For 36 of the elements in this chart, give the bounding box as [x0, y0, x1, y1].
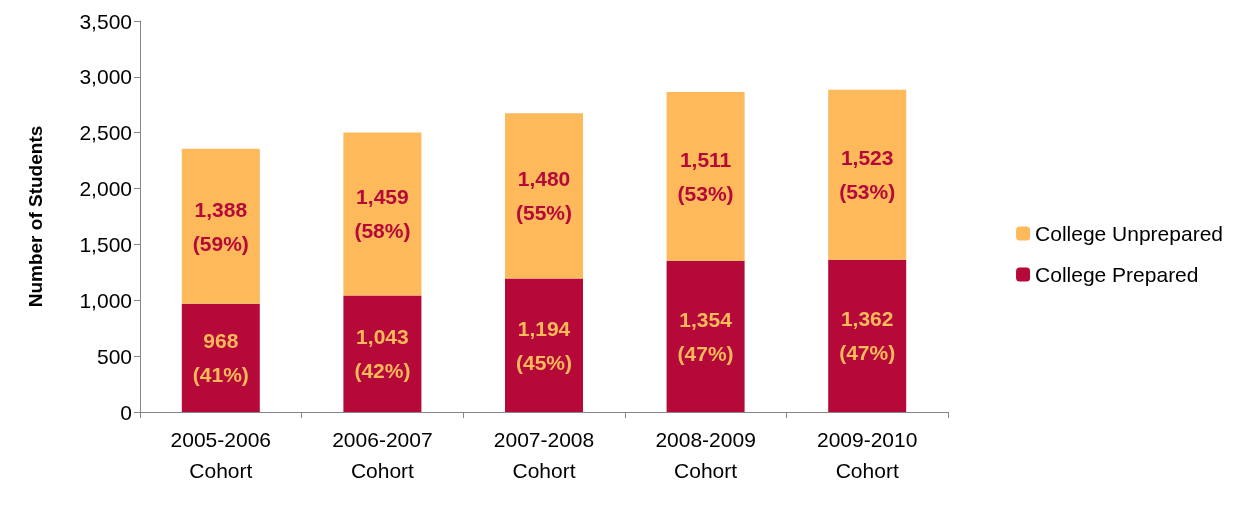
data-label: 1,354 (47%): [677, 307, 734, 365]
y-tick-label: 500: [96, 344, 132, 368]
x-tick-label: 2008-2009 Cohort: [655, 428, 756, 482]
x-tick-label: 2007-2008 Cohort: [493, 428, 595, 482]
y-tick-label: 1,000: [79, 288, 132, 312]
bar: [828, 89, 907, 260]
bar: [343, 132, 422, 296]
y-tick-label: 3,500: [79, 9, 132, 33]
legend-label: College Unprepared: [1035, 222, 1224, 245]
x-tick-label: 2006-2007 Cohort: [332, 428, 433, 482]
data-label: 1,194 (45%): [515, 316, 573, 374]
bar: [666, 260, 745, 412]
data-label: 1,511 (53%): [677, 147, 734, 205]
bar: [828, 259, 907, 412]
bar: [505, 113, 583, 279]
bar: [181, 303, 260, 412]
data-label: 1,459 (58%): [354, 185, 411, 243]
x-tick-label: 2009-2010 Cohort: [816, 428, 918, 482]
data-label: 1,523 (53%): [839, 146, 896, 204]
data-label: 968 (41%): [192, 329, 249, 387]
y-axis-title: Number of Students: [25, 125, 46, 308]
data-label: 1,388 (59%): [192, 197, 249, 255]
bar: [343, 295, 422, 412]
y-tick-label: 3,000: [79, 65, 132, 89]
bar: [181, 148, 260, 304]
legend-label: College Prepared: [1035, 263, 1199, 286]
bar: [505, 278, 583, 412]
data-label: 1,362 (47%): [839, 307, 896, 365]
y-tick-label: 0: [120, 400, 132, 424]
y-tick-label: 2,000: [79, 177, 132, 201]
bar: [666, 91, 745, 261]
x-tick-label: 2005-2006 Cohort: [170, 428, 272, 482]
y-tick-label: 2,500: [79, 121, 132, 145]
data-label: 1,043 (42%): [354, 325, 411, 383]
y-tick-label: 1,500: [79, 232, 132, 256]
data-label: 1,480 (55%): [515, 167, 573, 225]
